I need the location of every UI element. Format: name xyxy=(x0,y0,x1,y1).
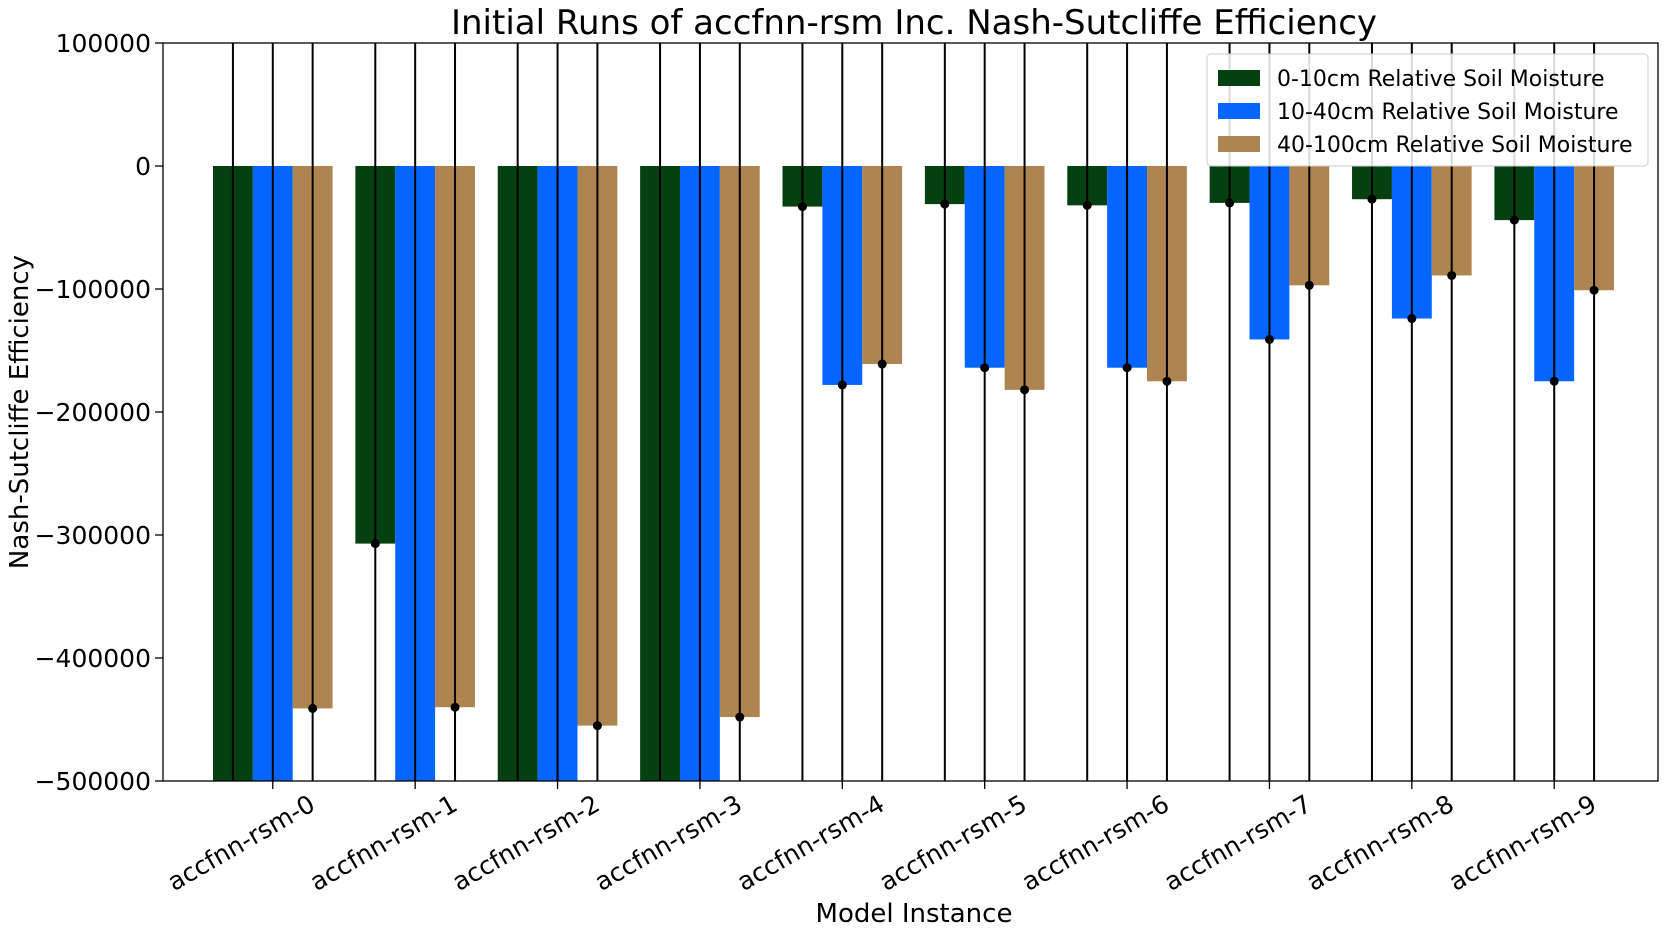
x-tick-label: accfnn-rsm-2 xyxy=(447,789,604,897)
bar-value-marker xyxy=(228,801,237,810)
x-tick-label: accfnn-rsm-6 xyxy=(1017,789,1174,897)
bar-value-marker xyxy=(308,703,318,713)
x-tick-label: accfnn-rsm-1 xyxy=(305,789,462,897)
x-tick-label: accfnn-rsm-0 xyxy=(162,789,319,897)
y-axis-label: Nash-Sutcliffe Efficiency xyxy=(5,255,35,569)
bar-value-marker xyxy=(1509,215,1519,225)
x-tick-label: accfnn-rsm-8 xyxy=(1302,789,1459,897)
bar-value-marker xyxy=(980,363,990,373)
bar-value-marker xyxy=(877,359,887,369)
y-tick-label: −200000 xyxy=(35,398,151,427)
y-tick-label: −100000 xyxy=(35,275,151,304)
bar-value-marker xyxy=(837,380,847,390)
bar-value-marker xyxy=(1549,376,1559,386)
x-tick-label: accfnn-rsm-7 xyxy=(1159,789,1316,897)
bar-value-marker xyxy=(1122,363,1132,373)
bar-value-marker xyxy=(1589,285,1599,295)
bar-value-marker xyxy=(1447,270,1457,280)
y-tick-label: −500000 xyxy=(35,767,151,796)
plot-area xyxy=(212,43,1615,810)
legend-box xyxy=(1206,53,1649,167)
x-tick-label: accfnn-rsm-9 xyxy=(1444,789,1601,897)
legend: 0-10cm Relative Soil Moisture 10-40cm Rel… xyxy=(1206,53,1649,167)
x-tick-label: accfnn-rsm-5 xyxy=(874,789,1031,897)
bar-value-marker xyxy=(797,202,807,212)
y-tick-label: −300000 xyxy=(35,521,151,550)
y-tick-label: −400000 xyxy=(35,644,151,673)
legend-swatch xyxy=(1218,70,1260,86)
chart-title: Initial Runs of accfnn-rsm Inc. Nash-Sut… xyxy=(451,3,1377,43)
legend-swatch xyxy=(1218,136,1260,152)
y-tick-label: 0 xyxy=(135,152,151,181)
bar-value-marker xyxy=(513,801,522,810)
x-axis-label: Model Instance xyxy=(816,899,1013,929)
bar-value-marker xyxy=(1162,376,1172,386)
bar-value-marker xyxy=(1304,280,1314,290)
bar-value-marker xyxy=(1082,200,1092,210)
bar-value-marker xyxy=(592,721,602,731)
bar-value-marker xyxy=(1367,194,1377,204)
bar-value-marker xyxy=(1225,198,1235,208)
bar-value-marker xyxy=(940,199,950,209)
x-tick-label: accfnn-rsm-3 xyxy=(590,789,747,897)
bar-value-marker xyxy=(735,712,745,722)
bar-value-marker xyxy=(1264,334,1274,344)
bar-value-marker xyxy=(450,702,460,712)
legend-swatch xyxy=(1218,103,1260,119)
bars-group xyxy=(212,43,1615,810)
legend-entry: 10-40cm Relative Soil Moisture xyxy=(1277,100,1618,125)
bar-value-marker xyxy=(370,539,380,549)
y-tick-label: 100000 xyxy=(56,29,151,58)
bar-value-marker xyxy=(656,801,665,810)
bar-value-marker xyxy=(1407,314,1417,324)
legend-entry: 40-100cm Relative Soil Moisture xyxy=(1277,133,1632,158)
legend-entry: 0-10cm Relative Soil Moisture xyxy=(1277,67,1605,92)
x-tick-label: accfnn-rsm-4 xyxy=(732,789,889,897)
bar-value-marker xyxy=(1020,385,1030,395)
